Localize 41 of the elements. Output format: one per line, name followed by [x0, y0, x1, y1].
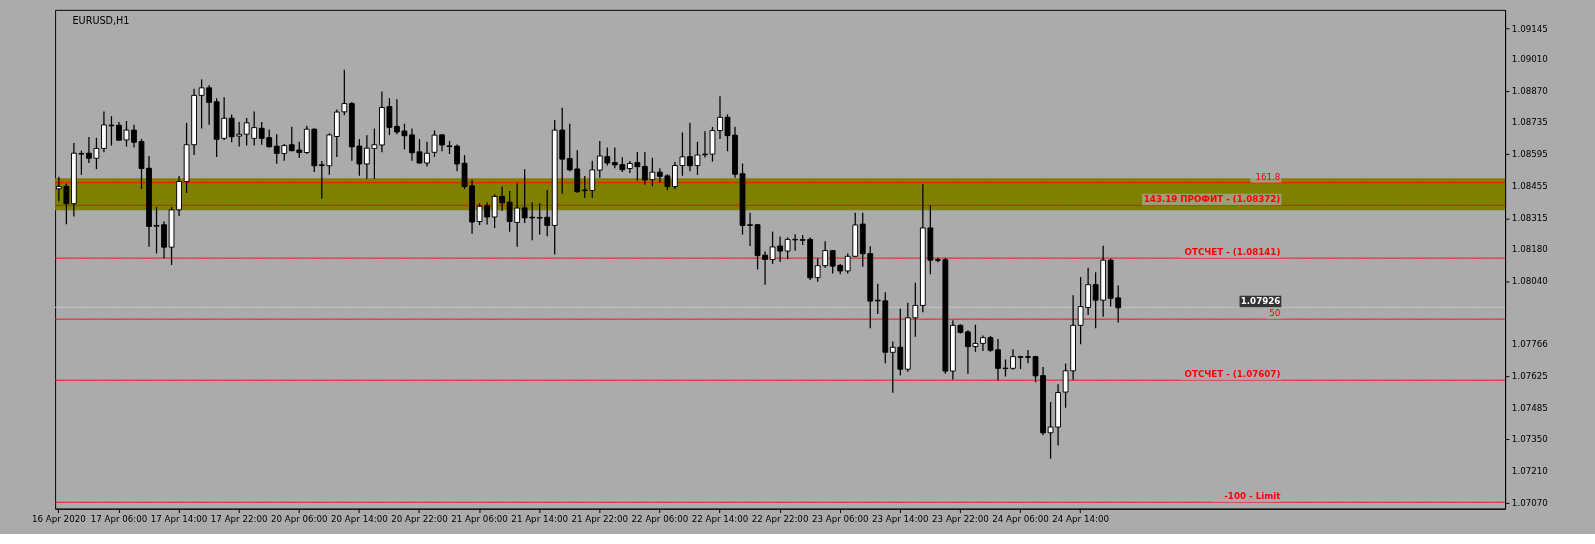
annotation: 50: [1269, 308, 1281, 319]
ref-line-label: ОТСЧЕТ - (1.08141): [1184, 247, 1281, 258]
x-tick-label: 23 Apr 06:00: [811, 513, 869, 524]
y-tick-label: 1.07350: [1511, 433, 1548, 444]
x-tick-label: 22 Apr 06:00: [631, 513, 689, 524]
x-tick-label: 17 Apr 22:00: [210, 513, 268, 524]
y-tick-label: 1.08040: [1511, 276, 1548, 287]
y-tick-label: 1.07766: [1511, 338, 1548, 349]
y-tick-label: 1.08870: [1511, 86, 1548, 97]
ref-line-label: 143.19 ПРОФИТ - (1.08372): [1143, 194, 1281, 205]
x-tick-label: 23 Apr 14:00: [871, 513, 929, 524]
x-tick-label: 17 Apr 06:00: [90, 513, 148, 524]
x-tick-label: 21 Apr 22:00: [571, 513, 629, 524]
x-tick-label: 22 Apr 22:00: [751, 513, 809, 524]
y-tick-label: 1.08455: [1511, 181, 1548, 192]
x-tick-label: 20 Apr 22:00: [391, 513, 448, 524]
x-tick-label: 23 Apr 22:00: [932, 513, 989, 524]
y-tick-label: 1.07625: [1511, 370, 1548, 381]
y-tick-label: 1.07210: [1511, 465, 1548, 476]
y-tick-label: 1.07485: [1511, 402, 1548, 413]
x-tick-label: 22 Apr 14:00: [691, 513, 749, 524]
x-tick-label: 21 Apr 06:00: [451, 513, 508, 524]
text: EURUSD,H1: [72, 15, 130, 27]
ref-line-label: 1.07926: [1240, 296, 1281, 307]
x-tick-label: 24 Apr 14:00: [1052, 513, 1109, 524]
y-tick-label: 1.07070: [1511, 497, 1548, 508]
x-tick-label: 20 Apr 06:00: [270, 513, 328, 524]
annotation: 161.8: [1255, 171, 1281, 182]
x-tick-label: 21 Apr 14:00: [511, 513, 569, 524]
x-tick-label: 17 Apr 14:00: [150, 513, 208, 524]
y-tick-label: 1.09010: [1511, 54, 1548, 65]
x-tick-label: 24 Apr 06:00: [992, 513, 1049, 524]
y-tick-label: 1.08595: [1511, 149, 1548, 160]
y-tick-label: 1.08735: [1511, 117, 1548, 128]
y-tick-label: 1.08315: [1511, 213, 1548, 224]
x-tick-label: 16 Apr 2020: [32, 513, 86, 524]
x-tick-label: 20 Apr 14:00: [331, 513, 388, 524]
y-tick-label: 1.09145: [1511, 23, 1548, 34]
ref-line-label: -100 - Limit: [1224, 491, 1281, 502]
ref-line-label: ОТСЧЕТ - (1.07607): [1184, 369, 1281, 380]
y-tick-label: 1.08180: [1511, 244, 1548, 255]
